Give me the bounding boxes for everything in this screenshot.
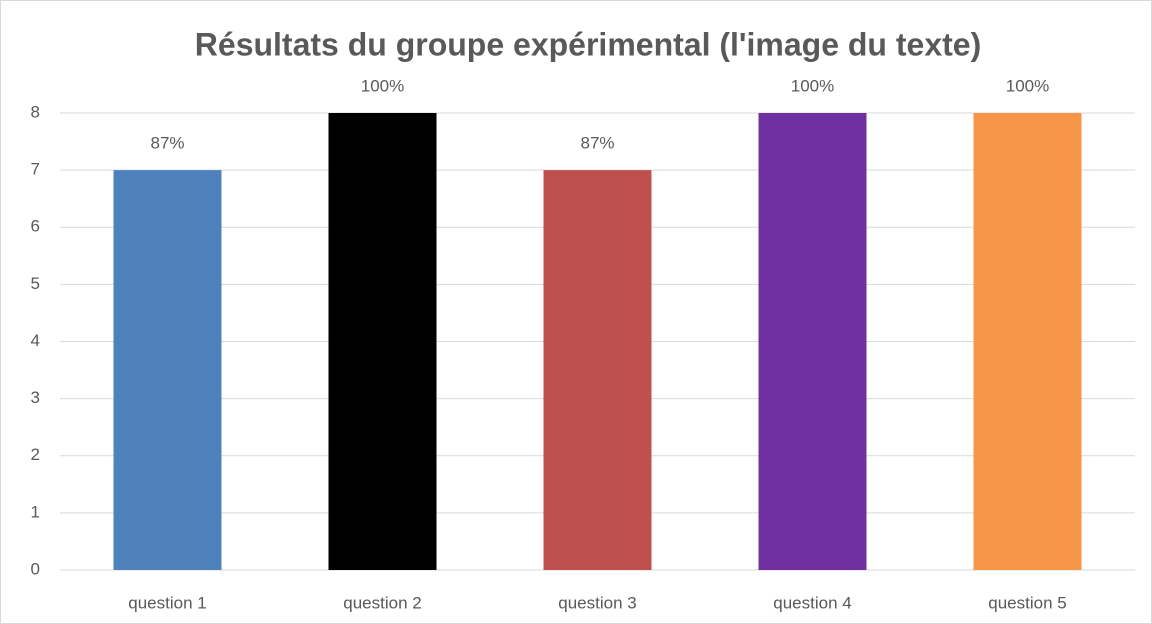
x-tick-label: question 5 — [988, 593, 1066, 612]
y-tick-label: 7 — [31, 160, 40, 179]
y-tick-label: 2 — [31, 445, 40, 464]
bar — [328, 113, 437, 570]
data-label: 87% — [150, 134, 184, 153]
chart-title: Résultats du groupe expérimental (l'imag… — [195, 26, 981, 62]
y-tick-label: 5 — [31, 274, 40, 293]
y-tick-label: 8 — [31, 102, 40, 121]
y-tick-label: 6 — [31, 217, 40, 236]
y-tick-label: 0 — [31, 559, 40, 578]
x-tick-label: question 2 — [343, 593, 421, 612]
data-label: 87% — [580, 134, 614, 153]
data-label: 100% — [791, 76, 834, 95]
bar — [758, 113, 867, 570]
bar — [543, 170, 652, 570]
x-tick-label: question 3 — [558, 593, 636, 612]
y-tick-label: 3 — [31, 388, 40, 407]
bar — [973, 113, 1082, 570]
data-label: 100% — [1006, 76, 1049, 95]
y-tick-label: 1 — [31, 502, 40, 521]
x-tick-label: question 4 — [773, 593, 851, 612]
data-label: 100% — [361, 76, 404, 95]
x-tick-label: question 1 — [128, 593, 206, 612]
bar — [113, 170, 222, 570]
y-tick-label: 4 — [31, 331, 40, 350]
